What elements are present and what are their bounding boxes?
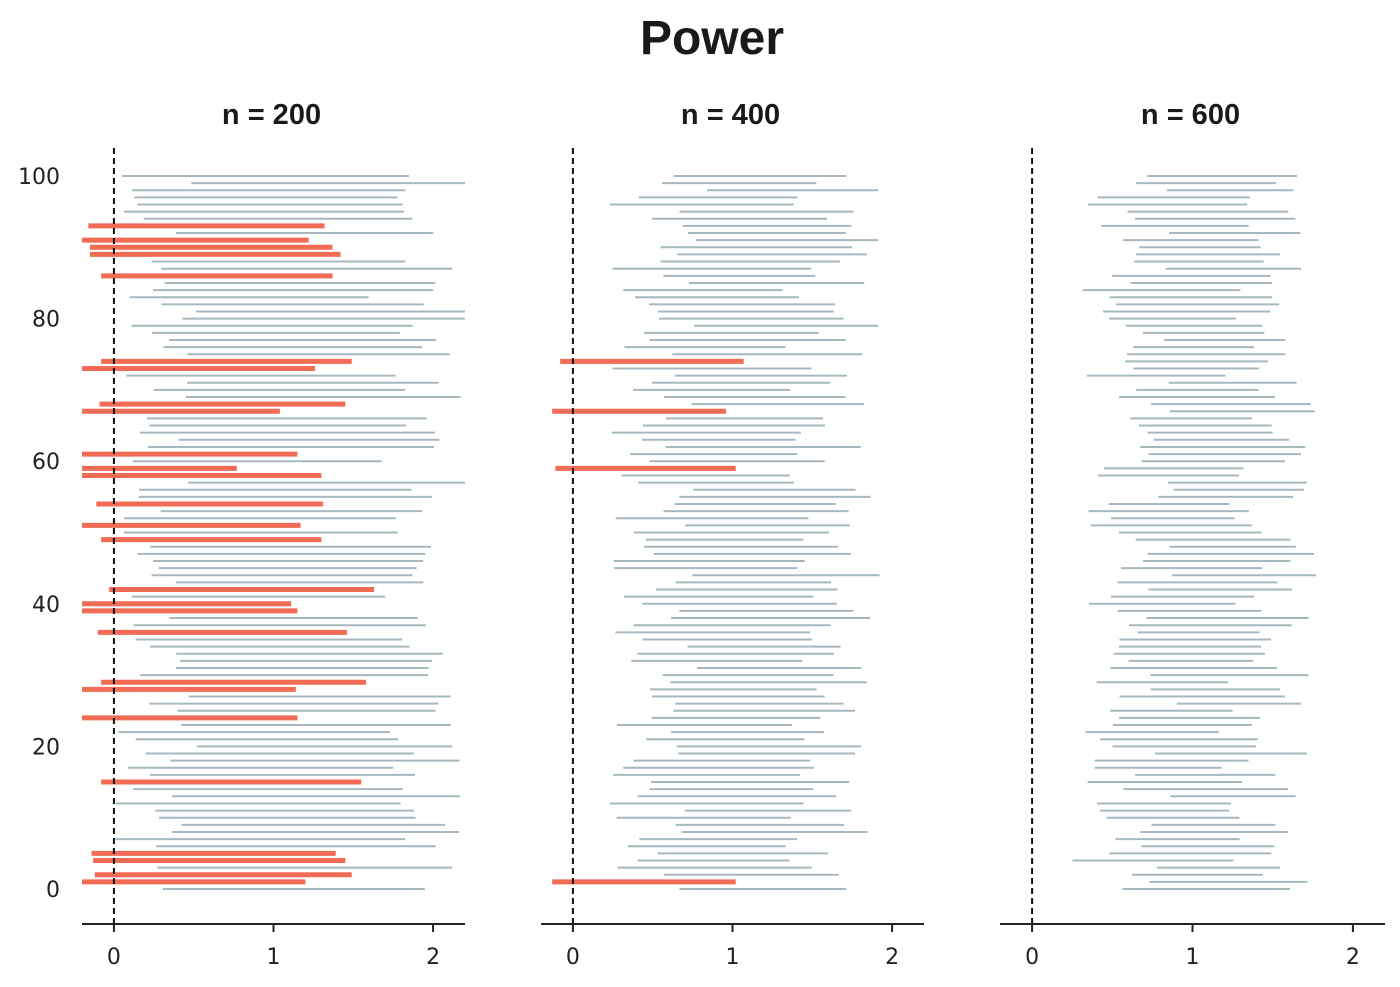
y-tick-label: 80 — [32, 308, 60, 333]
y-tick-label: 100 — [18, 165, 60, 190]
x-tick-label: 0 — [107, 945, 121, 970]
panel-title: n = 600 — [1141, 99, 1240, 131]
x-tick-label: 1 — [267, 945, 281, 970]
x-tick-label: 0 — [1025, 945, 1039, 970]
panel-3: n = 600 0 1 2 — [1000, 99, 1385, 970]
x-tick-label: 2 — [1346, 945, 1360, 970]
x-tick-label: 2 — [885, 945, 899, 970]
covering-zero-intervals — [82, 223, 375, 885]
excluding-zero-intervals — [609, 175, 880, 890]
x-tick-label: 1 — [1186, 945, 1200, 970]
y-tick-label: 0 — [46, 878, 60, 903]
chart-title: Power — [640, 12, 784, 65]
excluding-zero-intervals — [1072, 175, 1316, 890]
x-tick-label: 1 — [726, 945, 740, 970]
covering-zero-intervals — [552, 358, 744, 885]
panel-title: n = 200 — [222, 99, 321, 131]
panel-2: n = 400 0 1 2 — [541, 99, 924, 970]
y-tick-label: 60 — [32, 450, 60, 475]
y-tick-label: 20 — [32, 735, 60, 760]
excluding-zero-intervals — [115, 175, 465, 890]
y-tick-label: 40 — [32, 593, 60, 618]
panel-title: n = 400 — [681, 99, 780, 131]
x-tick-label: 2 — [426, 945, 440, 970]
x-tick-label: 0 — [566, 945, 580, 970]
